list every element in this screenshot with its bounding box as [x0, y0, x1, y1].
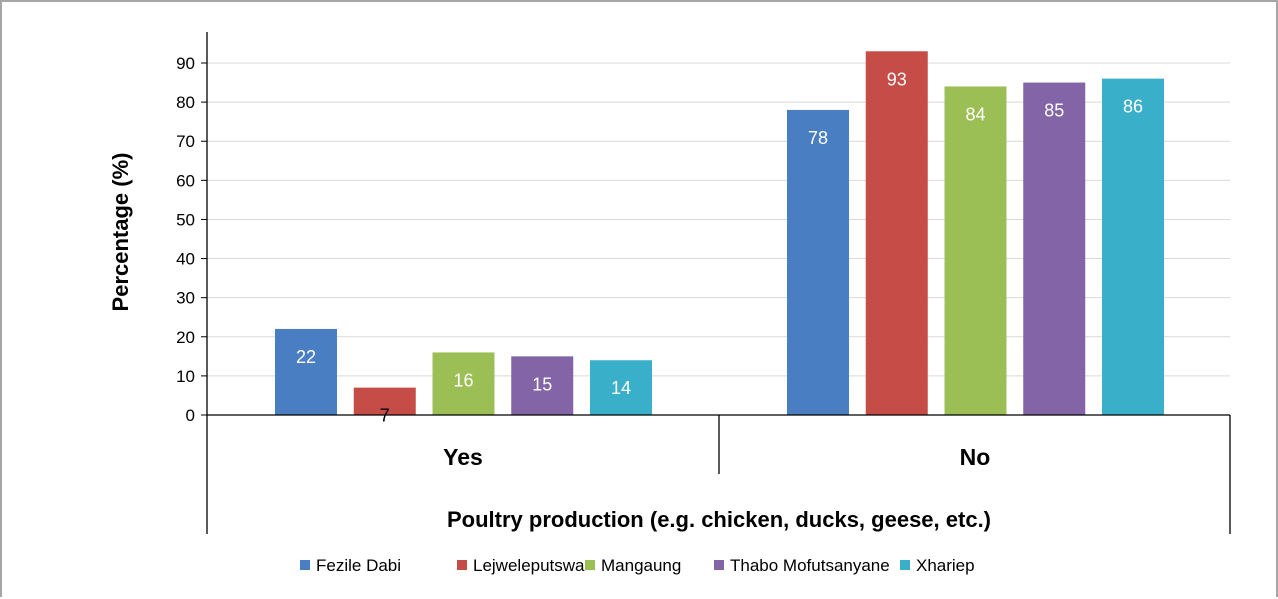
bar-yes-4	[511, 356, 574, 415]
bar-no-4	[1023, 82, 1086, 416]
data-label: 22	[296, 347, 316, 367]
data-label: 78	[808, 128, 828, 148]
data-label: 93	[887, 69, 907, 89]
data-label: 16	[453, 370, 473, 390]
y-axis-title: Percentage (%)	[108, 153, 133, 312]
y-tick-label: 80	[176, 93, 195, 112]
y-tick-label: 10	[176, 367, 195, 386]
y-tick-label: 40	[176, 250, 195, 269]
category-labels: Yes No	[443, 444, 990, 470]
data-labels: 2271615147893848586	[296, 69, 1143, 425]
y-axis-ticks: 0 10 20 30 40 50 60 70 80 90	[176, 54, 195, 425]
data-label: 85	[1044, 101, 1064, 121]
data-label: 84	[965, 104, 985, 124]
x-axis-title: Poultry production (e.g. chicken, ducks,…	[447, 507, 991, 532]
axes	[201, 32, 1231, 534]
bar-yes-5	[590, 360, 652, 415]
legend-swatch	[714, 560, 724, 570]
legend-swatch	[900, 560, 910, 570]
bars	[275, 51, 1164, 416]
y-tick-label: 30	[176, 289, 195, 308]
legend-label: Thabo Mofutsanyane	[730, 556, 890, 575]
legend-swatch	[300, 560, 310, 570]
legend-swatch	[457, 560, 467, 570]
y-tick-label: 20	[176, 328, 195, 347]
legend-label: Lejweleputswa	[473, 556, 585, 575]
gridlines	[207, 62, 1230, 377]
legend-label: Mangaung	[601, 556, 681, 575]
bar-no-5	[1102, 78, 1164, 416]
bar-yes-3	[432, 352, 495, 415]
bar-no-3	[944, 86, 1007, 415]
y-tick-label: 70	[176, 132, 195, 151]
category-label: No	[960, 444, 991, 470]
data-label: 14	[611, 378, 631, 398]
bar-yes-1	[275, 328, 337, 415]
y-tick-label: 90	[176, 54, 195, 73]
data-label: 86	[1123, 97, 1143, 117]
bar-no-1	[787, 109, 849, 415]
bar-yes-2	[353, 387, 416, 415]
y-tick-label: 0	[186, 406, 195, 425]
legend-swatch	[585, 560, 595, 570]
legend: Fezile Dabi Lejweleputswa Mangaung Thabo Mo…	[300, 556, 975, 575]
bar-no-2	[865, 51, 928, 416]
y-tick-label: 60	[176, 171, 195, 190]
y-tick-label: 50	[176, 210, 195, 229]
data-label: 15	[532, 374, 552, 394]
legend-label: Xhariep	[916, 556, 975, 575]
legend-label: Fezile Dabi	[316, 556, 401, 575]
category-label: Yes	[443, 444, 483, 470]
